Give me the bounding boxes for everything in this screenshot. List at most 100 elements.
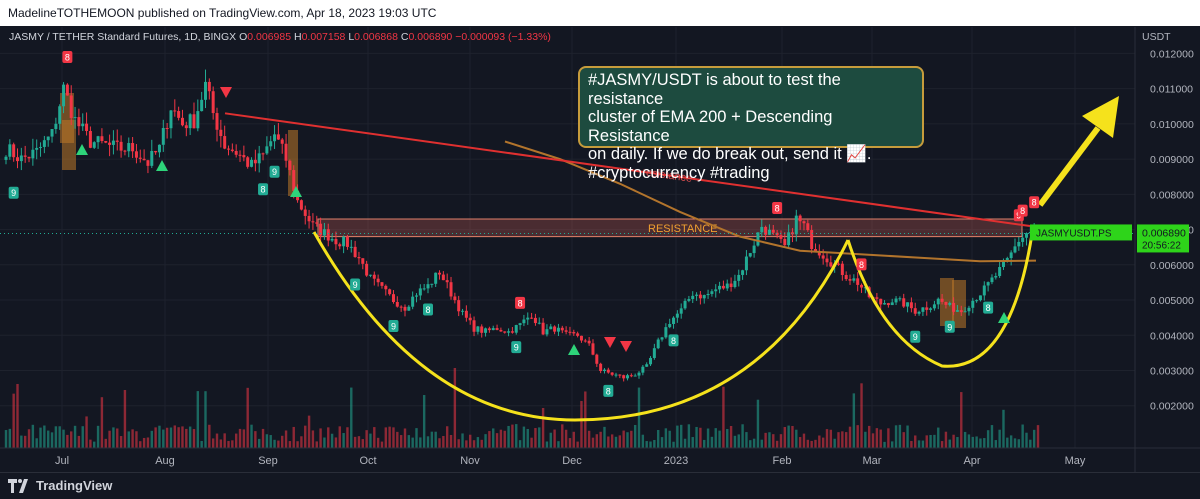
candle-body bbox=[537, 322, 541, 324]
candle-body bbox=[134, 151, 138, 158]
candle-body bbox=[925, 307, 929, 310]
td-count-text: 8 bbox=[859, 260, 864, 270]
volume-bar bbox=[208, 424, 211, 448]
candle-body bbox=[706, 293, 710, 296]
td-count-text: 9 bbox=[913, 332, 918, 342]
volume-bar bbox=[181, 426, 184, 448]
volume-bar bbox=[633, 424, 637, 448]
candle-body bbox=[610, 372, 614, 375]
volume-bar bbox=[311, 430, 315, 448]
candle-body bbox=[449, 282, 453, 297]
volume-bar bbox=[591, 437, 595, 448]
td-count-badge bbox=[350, 278, 361, 291]
volume-bar bbox=[641, 434, 645, 448]
volume-bar bbox=[330, 433, 334, 448]
td-count-label: 8 bbox=[856, 258, 867, 271]
volume-bar bbox=[150, 430, 153, 448]
volume-bar bbox=[338, 426, 341, 448]
td-count-text: 9 bbox=[391, 321, 396, 331]
volume-bar bbox=[380, 441, 384, 448]
volume-bar bbox=[388, 426, 391, 448]
candle-body bbox=[660, 337, 664, 340]
volume-bar bbox=[373, 427, 376, 448]
candle-body bbox=[1013, 246, 1017, 253]
volume-bar bbox=[327, 427, 330, 448]
candle-body bbox=[227, 148, 231, 150]
candle-body bbox=[46, 136, 50, 141]
candle-body bbox=[411, 296, 415, 307]
volume-bar bbox=[108, 430, 111, 448]
volume-bar bbox=[258, 438, 261, 448]
candle-body bbox=[679, 308, 683, 314]
volume-bar bbox=[937, 427, 940, 448]
candle-body bbox=[944, 301, 948, 305]
volume-bar bbox=[281, 435, 284, 448]
candle-body bbox=[756, 232, 760, 246]
volume-bar bbox=[580, 401, 583, 448]
candle-body bbox=[587, 340, 591, 344]
volume-bar bbox=[921, 440, 925, 448]
close-value: 0.006890 bbox=[408, 31, 455, 43]
candle-body bbox=[177, 111, 181, 118]
y-tick-label: 0.012000 bbox=[1150, 48, 1194, 60]
volume-bar bbox=[561, 424, 564, 448]
candle-body bbox=[384, 285, 388, 290]
td-setup-box bbox=[952, 280, 966, 328]
volume-bar bbox=[100, 397, 104, 448]
volume-bar bbox=[656, 430, 660, 448]
candle-body bbox=[188, 114, 192, 129]
candle-body bbox=[507, 331, 511, 333]
candle-body bbox=[837, 263, 841, 265]
volume-bar bbox=[530, 437, 533, 448]
candle-body bbox=[576, 333, 580, 336]
candle-body bbox=[998, 267, 1002, 277]
td-count-text: 8 bbox=[1032, 198, 1037, 208]
volume-bar bbox=[963, 431, 967, 448]
td-count-label: 8 bbox=[62, 51, 73, 64]
candle-body bbox=[668, 323, 672, 328]
volume-bar bbox=[737, 434, 740, 448]
volume-bar bbox=[626, 432, 629, 448]
candle-body bbox=[487, 328, 491, 331]
volume-bar bbox=[12, 393, 15, 448]
candle-body bbox=[932, 304, 936, 309]
volume-bar bbox=[614, 436, 618, 448]
volume-bar bbox=[752, 438, 756, 448]
volume-bar bbox=[680, 424, 683, 448]
candle-body bbox=[426, 284, 430, 289]
td-count-text: 8 bbox=[606, 386, 611, 396]
candle-body bbox=[948, 302, 952, 305]
volume-bar bbox=[116, 428, 119, 448]
buy-signal-triangle bbox=[568, 344, 580, 355]
candle-body bbox=[618, 374, 622, 376]
candle-body bbox=[23, 155, 27, 157]
candle-body bbox=[825, 258, 829, 263]
volume-bar bbox=[775, 440, 779, 448]
candle-body bbox=[545, 329, 549, 335]
td-count-label: 8 bbox=[1017, 204, 1028, 217]
volume-bar bbox=[223, 433, 226, 448]
volume-bar bbox=[933, 434, 936, 448]
volume-bar bbox=[1009, 435, 1013, 448]
candle-body bbox=[246, 157, 250, 167]
volume-bar bbox=[254, 431, 257, 448]
candle-body bbox=[69, 95, 73, 118]
td-count-text: 8 bbox=[1020, 206, 1025, 216]
candle-body bbox=[157, 144, 161, 153]
volume-bar bbox=[284, 430, 288, 448]
candle-body bbox=[748, 253, 752, 257]
candle-body bbox=[422, 288, 426, 290]
candle-body bbox=[1001, 261, 1005, 268]
volume-bar bbox=[990, 425, 994, 448]
candle-body bbox=[299, 200, 303, 210]
volume-bar bbox=[139, 441, 142, 448]
candle-body bbox=[399, 306, 403, 308]
volume-bar bbox=[741, 424, 744, 448]
candle-body bbox=[599, 363, 603, 371]
candle-body bbox=[115, 140, 119, 142]
candle-body bbox=[533, 317, 537, 324]
candle-body bbox=[672, 317, 676, 324]
td-setup-box bbox=[288, 130, 298, 196]
candle-body bbox=[261, 153, 265, 155]
candle-body bbox=[936, 298, 940, 305]
